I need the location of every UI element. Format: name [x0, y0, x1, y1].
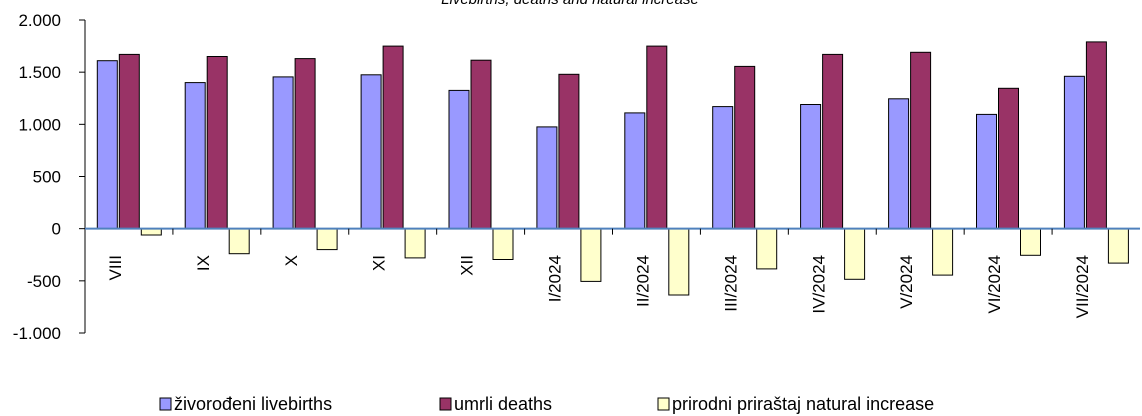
y-tick-label: -500: [27, 272, 61, 291]
bar: [360, 74, 382, 230]
bar: [668, 228, 690, 296]
bars-layer: [96, 41, 1129, 296]
legend-label: živorođeni livebirths: [174, 394, 332, 414]
x-category-label: VI/2024: [985, 255, 1004, 314]
bar: [1107, 228, 1129, 264]
bar: [1063, 75, 1085, 230]
x-category-label: IV/2024: [809, 255, 828, 314]
bar: [294, 58, 316, 230]
bar: [272, 76, 294, 230]
bar: [932, 228, 954, 276]
x-category-label: III/2024: [721, 255, 740, 312]
bar: [558, 73, 580, 230]
x-category-labels: VIII IX X XI XII I/2024 II/2024 III/2024 IV/2024…: [106, 255, 1092, 318]
x-category-label: XII: [458, 255, 477, 276]
bar: [382, 45, 404, 230]
bar: [316, 228, 338, 251]
bar: [184, 82, 206, 230]
y-tick-label: 2.000: [18, 11, 61, 30]
bar: [734, 65, 756, 230]
legend-swatch: [657, 397, 670, 411]
bar: [844, 228, 866, 280]
bar: [624, 112, 646, 230]
chart-subtitle: Livebirths, deaths and natural increase: [441, 0, 699, 8]
bar: [470, 59, 492, 230]
bar: [888, 98, 910, 230]
bar: [976, 113, 997, 230]
bar: [756, 228, 778, 270]
bar: [404, 228, 426, 259]
bar: [646, 45, 668, 230]
legend-label: umrli deaths: [454, 394, 552, 414]
x-category-label: V/2024: [897, 255, 916, 309]
bar: [448, 89, 470, 230]
bar: [118, 53, 140, 230]
bar: [206, 56, 228, 230]
bar: [1085, 41, 1107, 230]
legend: živorođeni livebirths umrli deaths prirodn…: [159, 394, 934, 414]
legend-label: prirodni priraštaj natural increase: [672, 394, 934, 414]
y-tick-label: 1.500: [18, 63, 61, 82]
legend-swatch: [159, 397, 172, 411]
bar: [492, 228, 514, 260]
bar: [822, 53, 844, 230]
y-ticks: -1.000 -500 0 500 1.000 1.500 2.000: [13, 11, 85, 343]
y-tick-label: 0: [52, 220, 61, 239]
x-category-label: II/2024: [633, 255, 652, 307]
bar: [228, 228, 250, 255]
bar: [1020, 228, 1041, 256]
bar: [910, 51, 932, 230]
x-category-label: IX: [194, 255, 213, 271]
bar: [536, 126, 558, 230]
y-tick-label: -1.000: [13, 324, 61, 343]
legend-swatch: [439, 397, 452, 411]
y-tick-label: 1.000: [18, 115, 61, 134]
x-category-label: VII/2024: [1073, 255, 1092, 318]
bar: [712, 106, 734, 230]
x-category-label: X: [282, 255, 301, 266]
bar: [96, 60, 118, 230]
x-category-label: XI: [370, 255, 389, 271]
bar: [580, 228, 602, 282]
bar: [800, 104, 822, 230]
x-category-label: VIII: [106, 255, 125, 281]
bar: [998, 87, 1019, 230]
x-category-label: I/2024: [546, 255, 565, 302]
y-tick-label: 500: [33, 168, 61, 187]
